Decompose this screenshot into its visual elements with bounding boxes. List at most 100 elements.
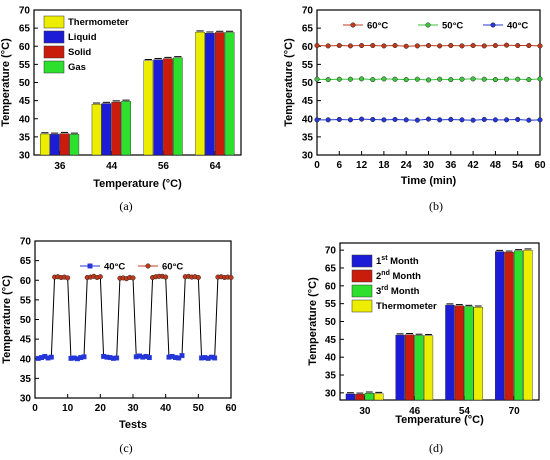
y-tick-label: 70 (325, 246, 337, 257)
point-s2-2 (336, 116, 342, 123)
point-s0-3 (347, 43, 354, 49)
legend-label-sup: rd (381, 285, 388, 292)
plot-frame (34, 240, 232, 399)
legend-swatch (43, 45, 65, 59)
bar-a-s3-c0 (69, 134, 80, 156)
point-s2-3 (347, 117, 354, 123)
point-s1-4 (359, 76, 365, 82)
legend-swatch (351, 254, 373, 268)
point-s2-9 (414, 117, 420, 123)
panel-c: 30 35 40 45 50 55 60 65 70 Tests Temperature (°C) (… (1, 237, 237, 456)
point-s2-14 (470, 117, 476, 123)
legend-marker (145, 263, 151, 269)
point-s2-12 (448, 116, 454, 123)
point-s0-15 (481, 43, 487, 49)
legend-label-rest: Month (388, 286, 419, 297)
y-tick-label: 50 (20, 315, 32, 326)
x-tick-label: 42 (468, 160, 480, 171)
legend-swatch (351, 284, 373, 298)
bar-d-s0-c3 (495, 251, 505, 401)
point-s1-3 (347, 76, 354, 82)
point-s0-4 (359, 42, 365, 49)
legend-swatch (43, 15, 65, 29)
point-34 (146, 355, 152, 361)
bar-d-s3-c0 (374, 393, 384, 401)
y-axis-label: Temperature (°C) (1, 275, 13, 364)
point-s1-5 (370, 77, 376, 83)
point-s1-17 (504, 76, 510, 82)
legend-label: 2nd Month (376, 270, 421, 282)
x-tick-label: 48 (490, 160, 502, 171)
legend-swatch (351, 299, 373, 313)
bar-d-s3-c3 (523, 249, 533, 401)
bar-d-s3-c1 (423, 335, 434, 401)
x-tick-label: 30 (359, 406, 371, 417)
point-s0-2 (336, 42, 342, 49)
legend-label: 1st Month (376, 255, 419, 267)
bar-d-s2-c0 (364, 393, 374, 401)
point-29 (130, 275, 136, 281)
bar-a-s0-c1 (91, 104, 102, 156)
x-axis-label: Temperature (°C) (93, 178, 182, 190)
point-s2-0 (314, 117, 320, 123)
x-axis-label: Tests (119, 419, 147, 431)
x-tick-label: 18 (378, 160, 390, 171)
legend-marker (425, 22, 431, 28)
point-s2-17 (504, 117, 510, 123)
point-s1-19 (526, 77, 532, 83)
y-tick-label: 45 (20, 335, 32, 346)
bar-d-s2-c3 (513, 250, 524, 401)
legend-marker (490, 22, 496, 28)
y-tick-label: 55 (19, 60, 31, 71)
x-tick-label: 36 (445, 160, 457, 171)
y-tick-label: 50 (19, 78, 31, 89)
y-tick-label: 70 (19, 6, 31, 17)
legend-label-rest: Month (390, 271, 421, 282)
y-tick-label: 40 (19, 114, 31, 125)
bar-a-s2-c3 (214, 32, 225, 156)
y-tick-label: 45 (302, 96, 314, 107)
point-s1-10 (425, 77, 432, 83)
point-s0-20 (537, 43, 543, 49)
point-s1-2 (336, 76, 342, 82)
x-tick-label: 36 (54, 161, 66, 172)
x-tick-label: 40 (160, 403, 172, 414)
point-s0-17 (504, 42, 510, 48)
bar-a-s3-c1 (121, 101, 131, 156)
y-tick-label: 50 (325, 317, 337, 328)
y-tick-label: 35 (19, 132, 31, 143)
bar-d-s2-c1 (414, 335, 424, 401)
point-24 (114, 355, 120, 361)
legend-label: 60°C (162, 262, 183, 273)
bar-a-s1-c1 (101, 103, 112, 156)
y-tick-label: 60 (20, 276, 32, 287)
point-9 (65, 275, 71, 281)
point-59 (228, 274, 234, 281)
legend-label: 3rd Month (376, 285, 420, 297)
point-s2-7 (392, 116, 398, 123)
panel-a: 30 35 40 45 50 55 60 65 70 Temperature (°C) Temper… (0, 6, 242, 213)
point-s0-6 (381, 43, 387, 49)
y-tick-label: 30 (20, 394, 32, 405)
x-tick-label: 10 (62, 403, 74, 414)
panel-caption: (b) (429, 199, 443, 213)
legend-swatch (43, 60, 65, 74)
legend-marker (87, 263, 93, 269)
point-4 (48, 354, 54, 360)
bar-d-s1-c3 (504, 252, 514, 401)
x-tick-label: 6 (337, 160, 343, 171)
point-44 (179, 353, 185, 359)
bar-a-s0-c0 (40, 133, 50, 156)
y-tick-label: 50 (302, 78, 314, 89)
bar-a-s1-c0 (49, 134, 60, 156)
legend-label: Liquid (68, 32, 97, 43)
point-s2-6 (381, 117, 387, 123)
point-s1-7 (392, 76, 398, 82)
bar-d-s3-c2 (473, 307, 483, 401)
y-tick-label: 35 (20, 374, 32, 385)
point-s1-1 (325, 77, 331, 83)
x-tick-label: 56 (158, 161, 170, 172)
legend-label: Thermometer (68, 17, 129, 28)
point-s1-0 (314, 76, 320, 82)
y-tick-label: 65 (19, 24, 31, 35)
